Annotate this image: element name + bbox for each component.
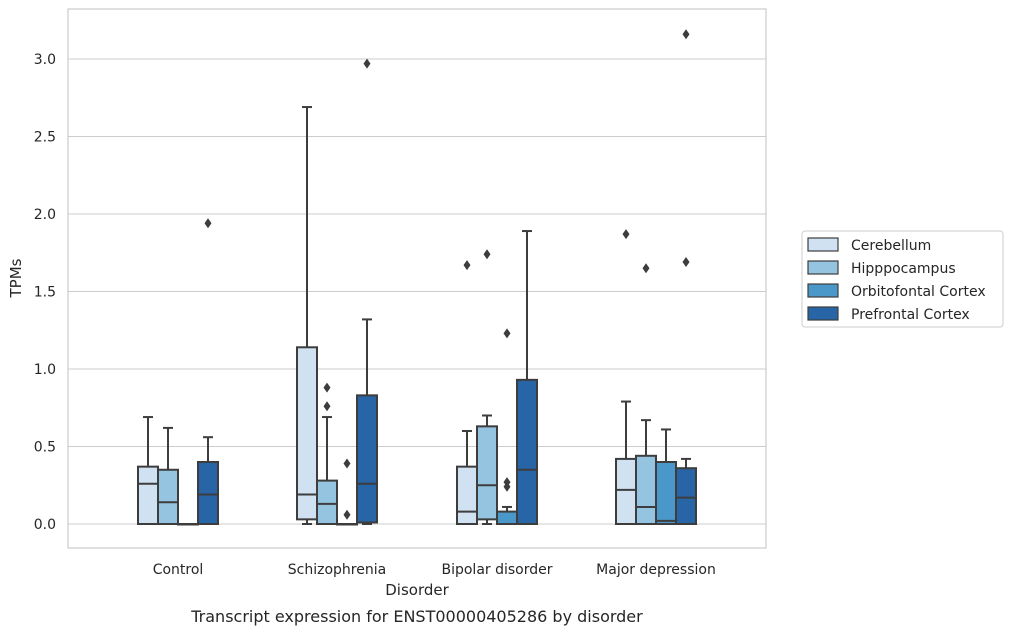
box-body xyxy=(635,454,657,525)
x-axis-ticks: Control Schizophrenia Bipolar disorder Majo… xyxy=(153,562,716,578)
boxes xyxy=(137,29,697,526)
box-body xyxy=(157,468,179,525)
legend-swatch xyxy=(807,237,839,252)
legend-label: Cerebellum xyxy=(851,238,931,254)
box-body xyxy=(476,425,498,521)
box-hipppocampus-1 xyxy=(316,382,338,526)
legend-swatch xyxy=(807,283,839,298)
box-body xyxy=(675,467,697,526)
box-body xyxy=(516,378,538,525)
grid-lines xyxy=(68,58,766,525)
box-prefrontal-cortex-0 xyxy=(197,218,219,525)
box-cerebellum-0 xyxy=(137,416,159,525)
chart-caption: Transcript expression for ENST0000040528… xyxy=(190,607,643,626)
box-body xyxy=(655,461,677,525)
x-tick-label: Control xyxy=(153,562,204,578)
outlier-point xyxy=(682,257,690,268)
outlier-point xyxy=(363,58,371,69)
x-tick-label: Schizophrenia xyxy=(288,562,386,578)
legend-label: Orbitofontal Cortex xyxy=(851,284,986,300)
legend-label: Hipppocampus xyxy=(851,261,956,277)
legend-swatch xyxy=(807,260,839,275)
box-prefrontal-cortex-3 xyxy=(675,29,697,526)
y-tick-label: 0.0 xyxy=(34,517,56,533)
box-body xyxy=(316,479,338,526)
outlier-point xyxy=(343,458,351,469)
outlier-point xyxy=(323,382,331,393)
outlier-point xyxy=(483,249,491,260)
y-axis-label: TPMs xyxy=(7,258,25,298)
box-body xyxy=(615,457,637,525)
box-body xyxy=(356,394,378,524)
x-tick-label: Bipolar disorder xyxy=(441,562,552,578)
box-cerebellum-3 xyxy=(615,229,637,525)
outlier-point xyxy=(682,29,690,40)
box-prefrontal-cortex-2 xyxy=(516,230,538,525)
legend-swatch xyxy=(807,306,839,321)
outlier-point xyxy=(343,509,351,520)
box-hipppocampus-2 xyxy=(476,249,498,525)
y-tick-label: 3.0 xyxy=(34,52,56,68)
outlier-point xyxy=(622,229,630,240)
x-tick-label: Major depression xyxy=(596,562,716,578)
box-body xyxy=(197,461,219,525)
outlier-point xyxy=(503,328,511,339)
box-orbitofontal-cortex-3 xyxy=(655,428,677,525)
outlier-point xyxy=(503,477,511,488)
box-cerebellum-2 xyxy=(456,260,478,525)
plot-area-frame xyxy=(67,8,767,549)
box-body xyxy=(456,465,478,525)
y-tick-label: 2.5 xyxy=(34,130,56,146)
outlier-point xyxy=(323,401,331,412)
y-tick-label: 1.5 xyxy=(34,285,56,301)
outlier-point xyxy=(642,263,650,274)
outlier-point xyxy=(463,260,471,271)
box-body xyxy=(496,510,518,526)
outlier-point xyxy=(204,218,212,229)
legend-frame xyxy=(801,230,1004,328)
box-orbitofontal-cortex-2 xyxy=(496,328,518,526)
box-body xyxy=(137,465,159,525)
y-tick-label: 2.0 xyxy=(34,207,56,223)
box-hipppocampus-0 xyxy=(157,426,179,525)
box-hipppocampus-3 xyxy=(635,263,657,525)
legend: Cerebellum Hipppocampus Orbitofontal Corte… xyxy=(801,230,1004,328)
box-cerebellum-1 xyxy=(296,106,318,525)
box-orbitofontal-cortex-0 xyxy=(177,523,199,526)
y-tick-label: 0.5 xyxy=(34,440,56,456)
x-axis-label: Disorder xyxy=(385,581,449,599)
legend-label: Prefrontal Cortex xyxy=(851,307,970,323)
box-prefrontal-cortex-1 xyxy=(356,58,378,525)
y-axis-ticks: 0.0 0.5 1.0 1.5 2.0 2.5 3.0 xyxy=(34,52,56,533)
box-body xyxy=(296,346,318,521)
box-orbitofontal-cortex-1 xyxy=(336,458,358,526)
y-tick-label: 1.0 xyxy=(34,362,56,378)
